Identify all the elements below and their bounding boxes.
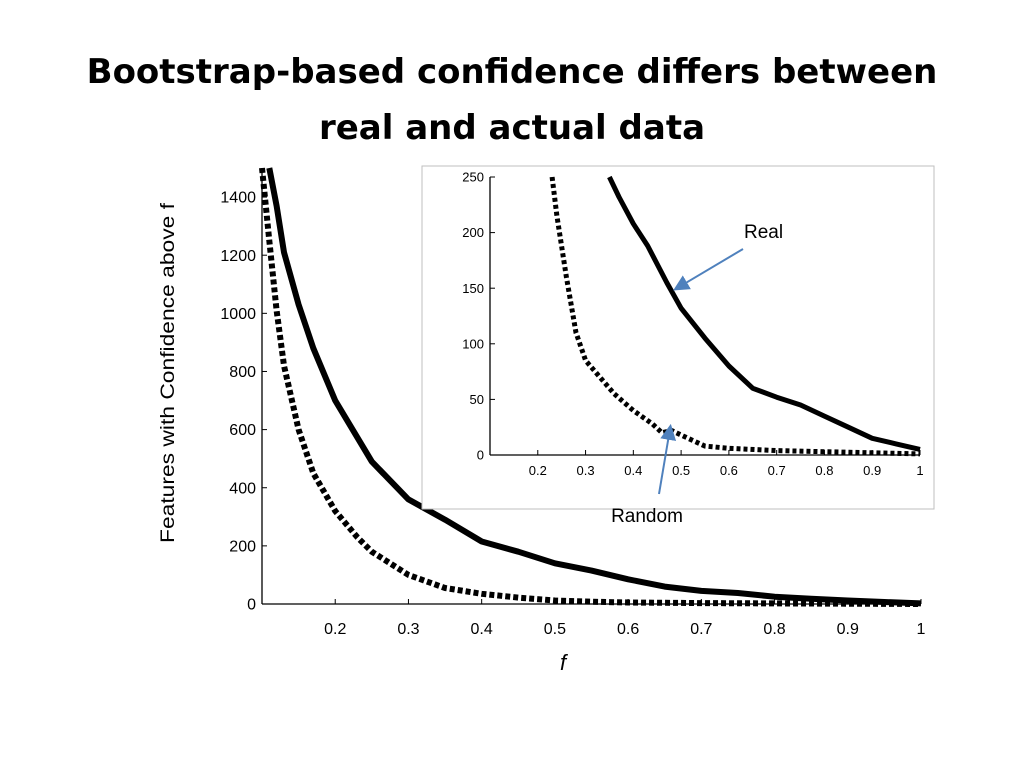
main-y-tick-label: 400 [229, 480, 256, 497]
inset-x-tick-label: 0.4 [624, 463, 642, 478]
inset-y-tick-label: 100 [462, 336, 484, 351]
main-x-tick-label: 1 [917, 621, 926, 638]
main-x-tick-label: 0.6 [617, 621, 639, 638]
inset-chart: 0 50 100 150 200 250 0.2 0.3 0.4 0.5 0.6 0.7 0.8 0.9 1… [422, 166, 934, 527]
inset-x-tick-label: 0.3 [577, 463, 595, 478]
inset-x-tick-label: 0.6 [720, 463, 738, 478]
inset-x-tick-label: 0.8 [815, 463, 833, 478]
confidence-chart: 02004006008001000120014000.2 0.3 0.4 0.5 0.6… [0, 0, 1024, 768]
slide: Bootstrap-based confidence differs betwe… [0, 0, 1024, 768]
main-y-tick-label: 1400 [220, 190, 256, 207]
inset-y-tick-label: 150 [462, 281, 484, 296]
main-x-tick-label: 0.5 [544, 621, 566, 638]
random-annotation-label: Random [611, 506, 683, 527]
real-annotation-label: Real [744, 222, 783, 243]
inset-y-tick-label: 50 [470, 392, 484, 407]
main-y-tick-label: 0 [247, 597, 256, 614]
inset-x-tick-label: 1 [916, 463, 923, 478]
main-y-axis-label: Features with Confidence above f [158, 202, 179, 543]
main-y-tick-label: 1200 [220, 248, 256, 265]
inset-x-tick-label: 0.5 [672, 463, 690, 478]
main-x-tick-label: 0.9 [837, 621, 859, 638]
main-x-axis-label: f [560, 650, 569, 675]
main-x-tick-label: 0.7 [690, 621, 712, 638]
main-x-tick-label: 0.4 [471, 621, 493, 638]
inset-x-tick-label: 0.9 [863, 463, 881, 478]
main-y-tick-label: 600 [229, 422, 256, 439]
inset-y-tick-label: 200 [462, 225, 484, 240]
inset-x-tick-label: 0.2 [529, 463, 547, 478]
main-x-tick-label: 0.8 [763, 621, 785, 638]
inset-frame [422, 166, 934, 509]
main-x-tick-label: 0.3 [397, 621, 419, 638]
inset-x-tick-label: 0.7 [768, 463, 786, 478]
main-y-tick-label: 200 [229, 538, 256, 555]
inset-y-tick-label: 250 [462, 170, 484, 185]
inset-y-tick-label: 0 [477, 448, 484, 463]
main-y-tick-label: 1000 [220, 306, 256, 323]
main-y-tick-label: 800 [229, 364, 256, 381]
main-x-tick-label: 0.2 [324, 621, 346, 638]
